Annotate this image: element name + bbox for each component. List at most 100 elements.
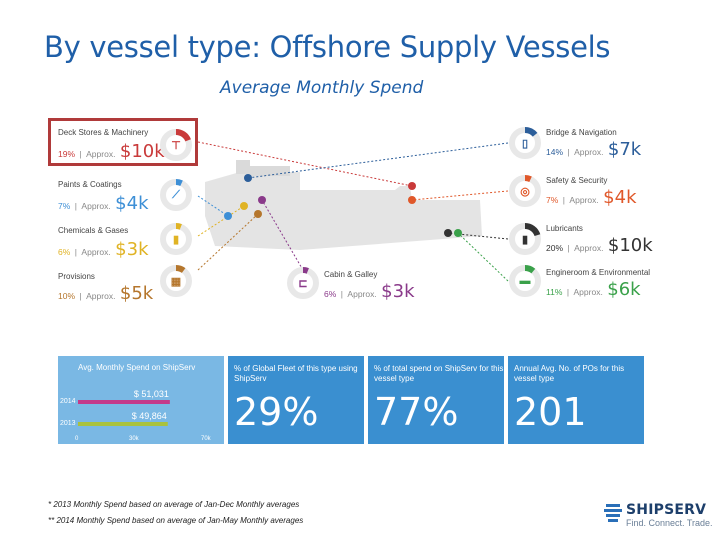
separator: | xyxy=(74,247,77,257)
vessel-hull xyxy=(205,160,482,250)
bar-2013 xyxy=(78,422,168,426)
category-value: $10k xyxy=(119,141,165,162)
category-name: Engineroom & Environmental xyxy=(546,268,651,277)
connector-line xyxy=(457,232,509,282)
bar-category-label: 2014 xyxy=(60,398,76,405)
category-name: Safety & Security xyxy=(546,176,608,185)
bar-value-label: $ 49,864 xyxy=(132,411,167,421)
category-provisions: Provisions 10% | Approx. $5k ▦ xyxy=(58,265,238,320)
vessel-point xyxy=(408,182,416,190)
stat-value: 201 xyxy=(514,390,587,434)
category-name: Provisions xyxy=(58,272,95,281)
x-tick-label: 0 xyxy=(75,436,79,442)
category-value: $10k xyxy=(607,235,653,256)
category-name: Bridge & Navigation xyxy=(546,128,617,137)
category-value: $6k xyxy=(607,279,641,300)
stat-label: % of Global Fleet of this type using Shi… xyxy=(234,364,358,383)
category-spend: 20% | Approx. $10k xyxy=(546,235,653,256)
stat-value: 77% xyxy=(374,390,459,434)
category-pct: 7% xyxy=(546,195,559,205)
category-pct: 20% xyxy=(546,243,564,253)
category-approx: Approx. xyxy=(86,291,116,301)
vessel-point xyxy=(454,229,462,237)
separator: | xyxy=(79,291,82,301)
category-spend: 6% | Approx. $3k xyxy=(324,281,415,302)
category-pct: 11% xyxy=(546,287,563,297)
chart-title: Avg. Monthly Spend on ShipServ xyxy=(78,363,195,372)
category-name: Chemicals & Gases xyxy=(58,226,129,235)
logo-tagline: Find. Connect. Trade. xyxy=(626,518,713,528)
category-pct: 6% xyxy=(324,289,337,299)
device-icon: ▯ xyxy=(508,126,542,160)
category-pct: 14% xyxy=(546,147,564,157)
bar-category-label: 2013 xyxy=(60,420,76,427)
bar-value-label: $ 51,031 xyxy=(134,389,169,399)
category-value: $3k xyxy=(381,281,415,302)
spend-chart-panel: Avg. Monthly Spend on ShipServ 2014 $ 51,… xyxy=(58,356,224,444)
separator: | xyxy=(562,195,565,205)
paint-roller-icon: ⟋ xyxy=(159,178,193,212)
category-value: $3k xyxy=(115,239,149,260)
vessel-point xyxy=(408,196,416,204)
category-spend: 19% | Approx. $10k xyxy=(58,141,165,162)
footnote-2014: ** 2014 Monthly Spend based on average o… xyxy=(48,516,304,525)
category-safety-security: ◎ Safety & Security 7% | Approx. $4k xyxy=(508,174,708,222)
vessel-point xyxy=(444,229,452,237)
separator: | xyxy=(340,289,343,299)
separator: | xyxy=(74,201,77,211)
category-approx: Approx. xyxy=(569,195,599,205)
vessel-point xyxy=(224,212,232,220)
category-value: $4k xyxy=(603,187,637,208)
separator: | xyxy=(567,147,570,157)
food-basket-icon: ▦ xyxy=(159,264,193,298)
logo-icon xyxy=(604,504,622,522)
stat-spend-share: % of total spend on ShipServ for this ve… xyxy=(368,356,504,444)
separator: | xyxy=(567,243,570,253)
highlight-box xyxy=(48,118,198,166)
connector-line xyxy=(197,141,413,187)
stat-fleet-share: % of Global Fleet of this type using Shi… xyxy=(228,356,364,444)
category-pct: 19% xyxy=(58,149,76,159)
stat-label: % of total spend on ShipServ for this ve… xyxy=(374,364,504,383)
category-approx: Approx. xyxy=(574,147,604,157)
category-spend: 10% | Approx. $5k xyxy=(58,283,153,304)
category-name: Deck Stores & Machinery xyxy=(58,128,149,137)
category-value: $7k xyxy=(607,139,642,160)
connector-line xyxy=(411,190,509,201)
category-pct: 6% xyxy=(58,247,71,257)
category-name: Cabin & Galley xyxy=(324,270,378,279)
connector-line xyxy=(261,199,304,271)
category-paints-coatings: Paints & Coatings 7% | Approx. $4k ⟋ xyxy=(58,176,238,224)
category-spend: 7% | Approx. $4k xyxy=(58,193,149,214)
category-value: $5k xyxy=(119,283,154,304)
vessel-point xyxy=(244,174,252,182)
stat-label: Annual Avg. No. of POs for this vessel t… xyxy=(514,364,625,383)
category-pct: 7% xyxy=(58,201,71,211)
logo-brand: SHIPSERV xyxy=(626,502,707,518)
vessel-point xyxy=(240,202,248,210)
oil-can-icon: ▮ xyxy=(508,222,542,256)
category-approx: Approx. xyxy=(573,287,603,297)
category-spend: 6% | Approx. $3k xyxy=(58,239,149,260)
category-approx: Approx. xyxy=(574,243,604,253)
vessel-point xyxy=(254,210,262,218)
category-approx: Approx. xyxy=(347,289,377,299)
bar-2014 xyxy=(78,400,170,404)
bed-icon: ⊏ xyxy=(286,266,320,300)
category-bridge-navigation: ▯ Bridge & Navigation 14% | Approx. $7k xyxy=(508,126,708,174)
category-value: $4k xyxy=(115,193,149,214)
slide-title: By vessel type: Offshore Supply Vessels xyxy=(44,30,611,64)
stat-avg-pos: Annual Avg. No. of POs for this vessel t… xyxy=(508,356,644,444)
footnote-2013: * 2013 Monthly Spend based on average of… xyxy=(48,500,300,509)
stat-value: 29% xyxy=(234,390,319,434)
x-tick-label: 30k xyxy=(129,436,140,442)
category-approx: Approx. xyxy=(81,247,111,257)
shipserv-logo: SHIPSERV Find. Connect. Trade. xyxy=(604,500,714,534)
connector-line xyxy=(197,213,259,271)
category-approx: Approx. xyxy=(86,149,116,159)
canister-icon: ▮ xyxy=(159,222,193,256)
slide-subtitle: Average Monthly Spend xyxy=(220,78,424,98)
engine-icon: ▬ xyxy=(508,264,542,298)
x-tick-label: 70k xyxy=(201,436,212,442)
